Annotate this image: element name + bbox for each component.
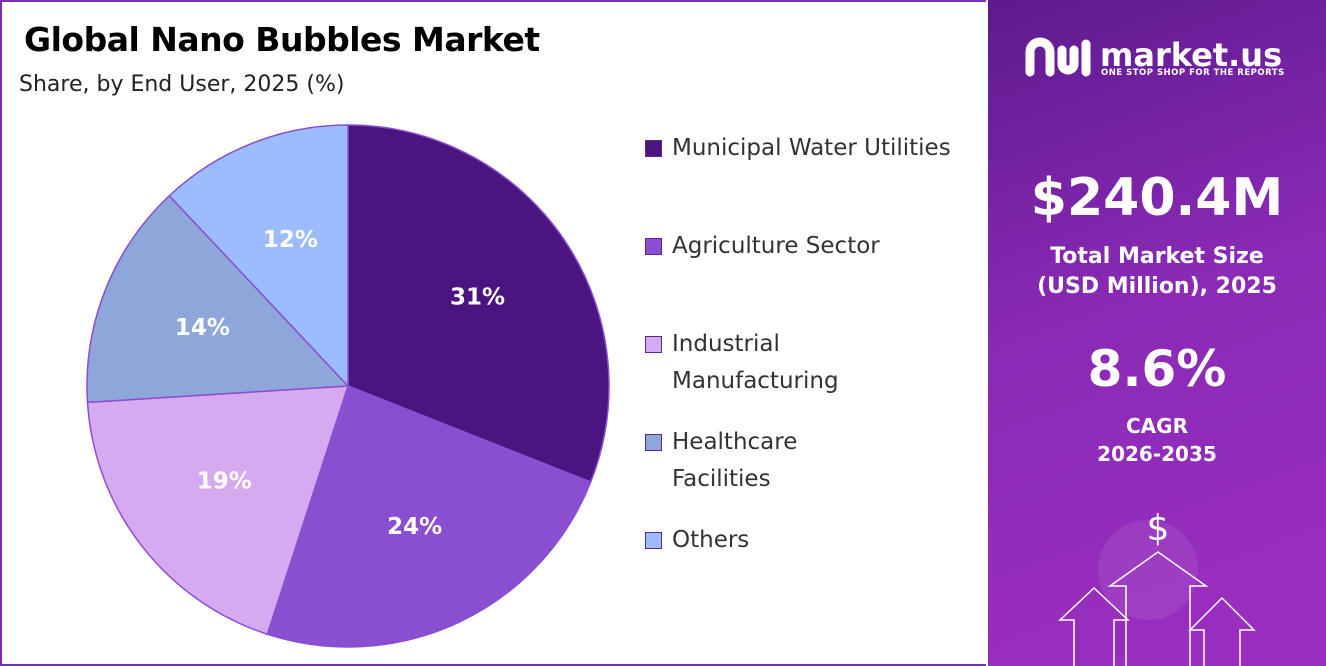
legend-swatch [645,238,662,255]
legend-label: Healthcare Facilities [672,429,798,492]
legend-swatch [645,532,662,549]
data-label: 12% [263,227,318,253]
legend-label: Municipal Water Utilities [672,135,951,161]
legend-swatch [645,336,662,353]
market-size: $240.4M [1030,168,1284,228]
pie-slice [168,124,349,388]
legend-label: Agriculture Sector [672,233,880,259]
legend-item: Industrial Manufacturing [645,326,980,424]
legend-item: Healthcare Facilities [645,424,980,522]
chart-subtitle: Share, by End User, 2025 (%) [19,72,345,97]
legend-swatch [645,140,662,157]
market-size-label: Total Market Size (USD Million), 2025 [1037,244,1277,299]
pie-slice [266,385,592,648]
pie-slice [86,194,350,404]
legend-swatch [645,434,662,451]
logo [1025,37,1091,77]
data-label: 31% [450,284,505,310]
summary-panel: $ market.us ONE STOP SHOP FOR THE REPORT… [988,0,1326,666]
pie-chart: 31% 24% 19% 14% 12% [86,124,610,648]
decor-circle [1098,520,1198,620]
legend: Municipal Water Utilities Agriculture Sec… [645,130,980,620]
legend-item: Others [645,522,980,620]
cagr-years: 2026-2035 [1097,442,1217,466]
tagline: ONE STOP SHOP FOR THE REPORTS [1101,68,1285,78]
legend-label: Industrial Manufacturing [672,331,839,394]
data-label: 19% [197,468,252,494]
decoration: $ [1025,37,1256,666]
data-label: 24% [387,514,442,540]
chart-title: Global Nano Bubbles Market [24,20,540,59]
cagr: 8.6% [1087,340,1227,398]
legend-label: Others [672,527,750,553]
chart-panel: Global Nano Bubbles Market Share, by End… [0,0,986,666]
pie-slice [86,385,350,636]
cagr-label: CAGR [1126,414,1188,438]
arrows [1058,551,1256,666]
legend-item: Agriculture Sector [645,228,980,326]
data-label: 14% [175,315,230,341]
dollar-icon: $ [1147,508,1170,549]
legend-item: Municipal Water Utilities [645,130,980,228]
pie-slice [347,124,610,484]
brand: market.us [1100,36,1283,74]
